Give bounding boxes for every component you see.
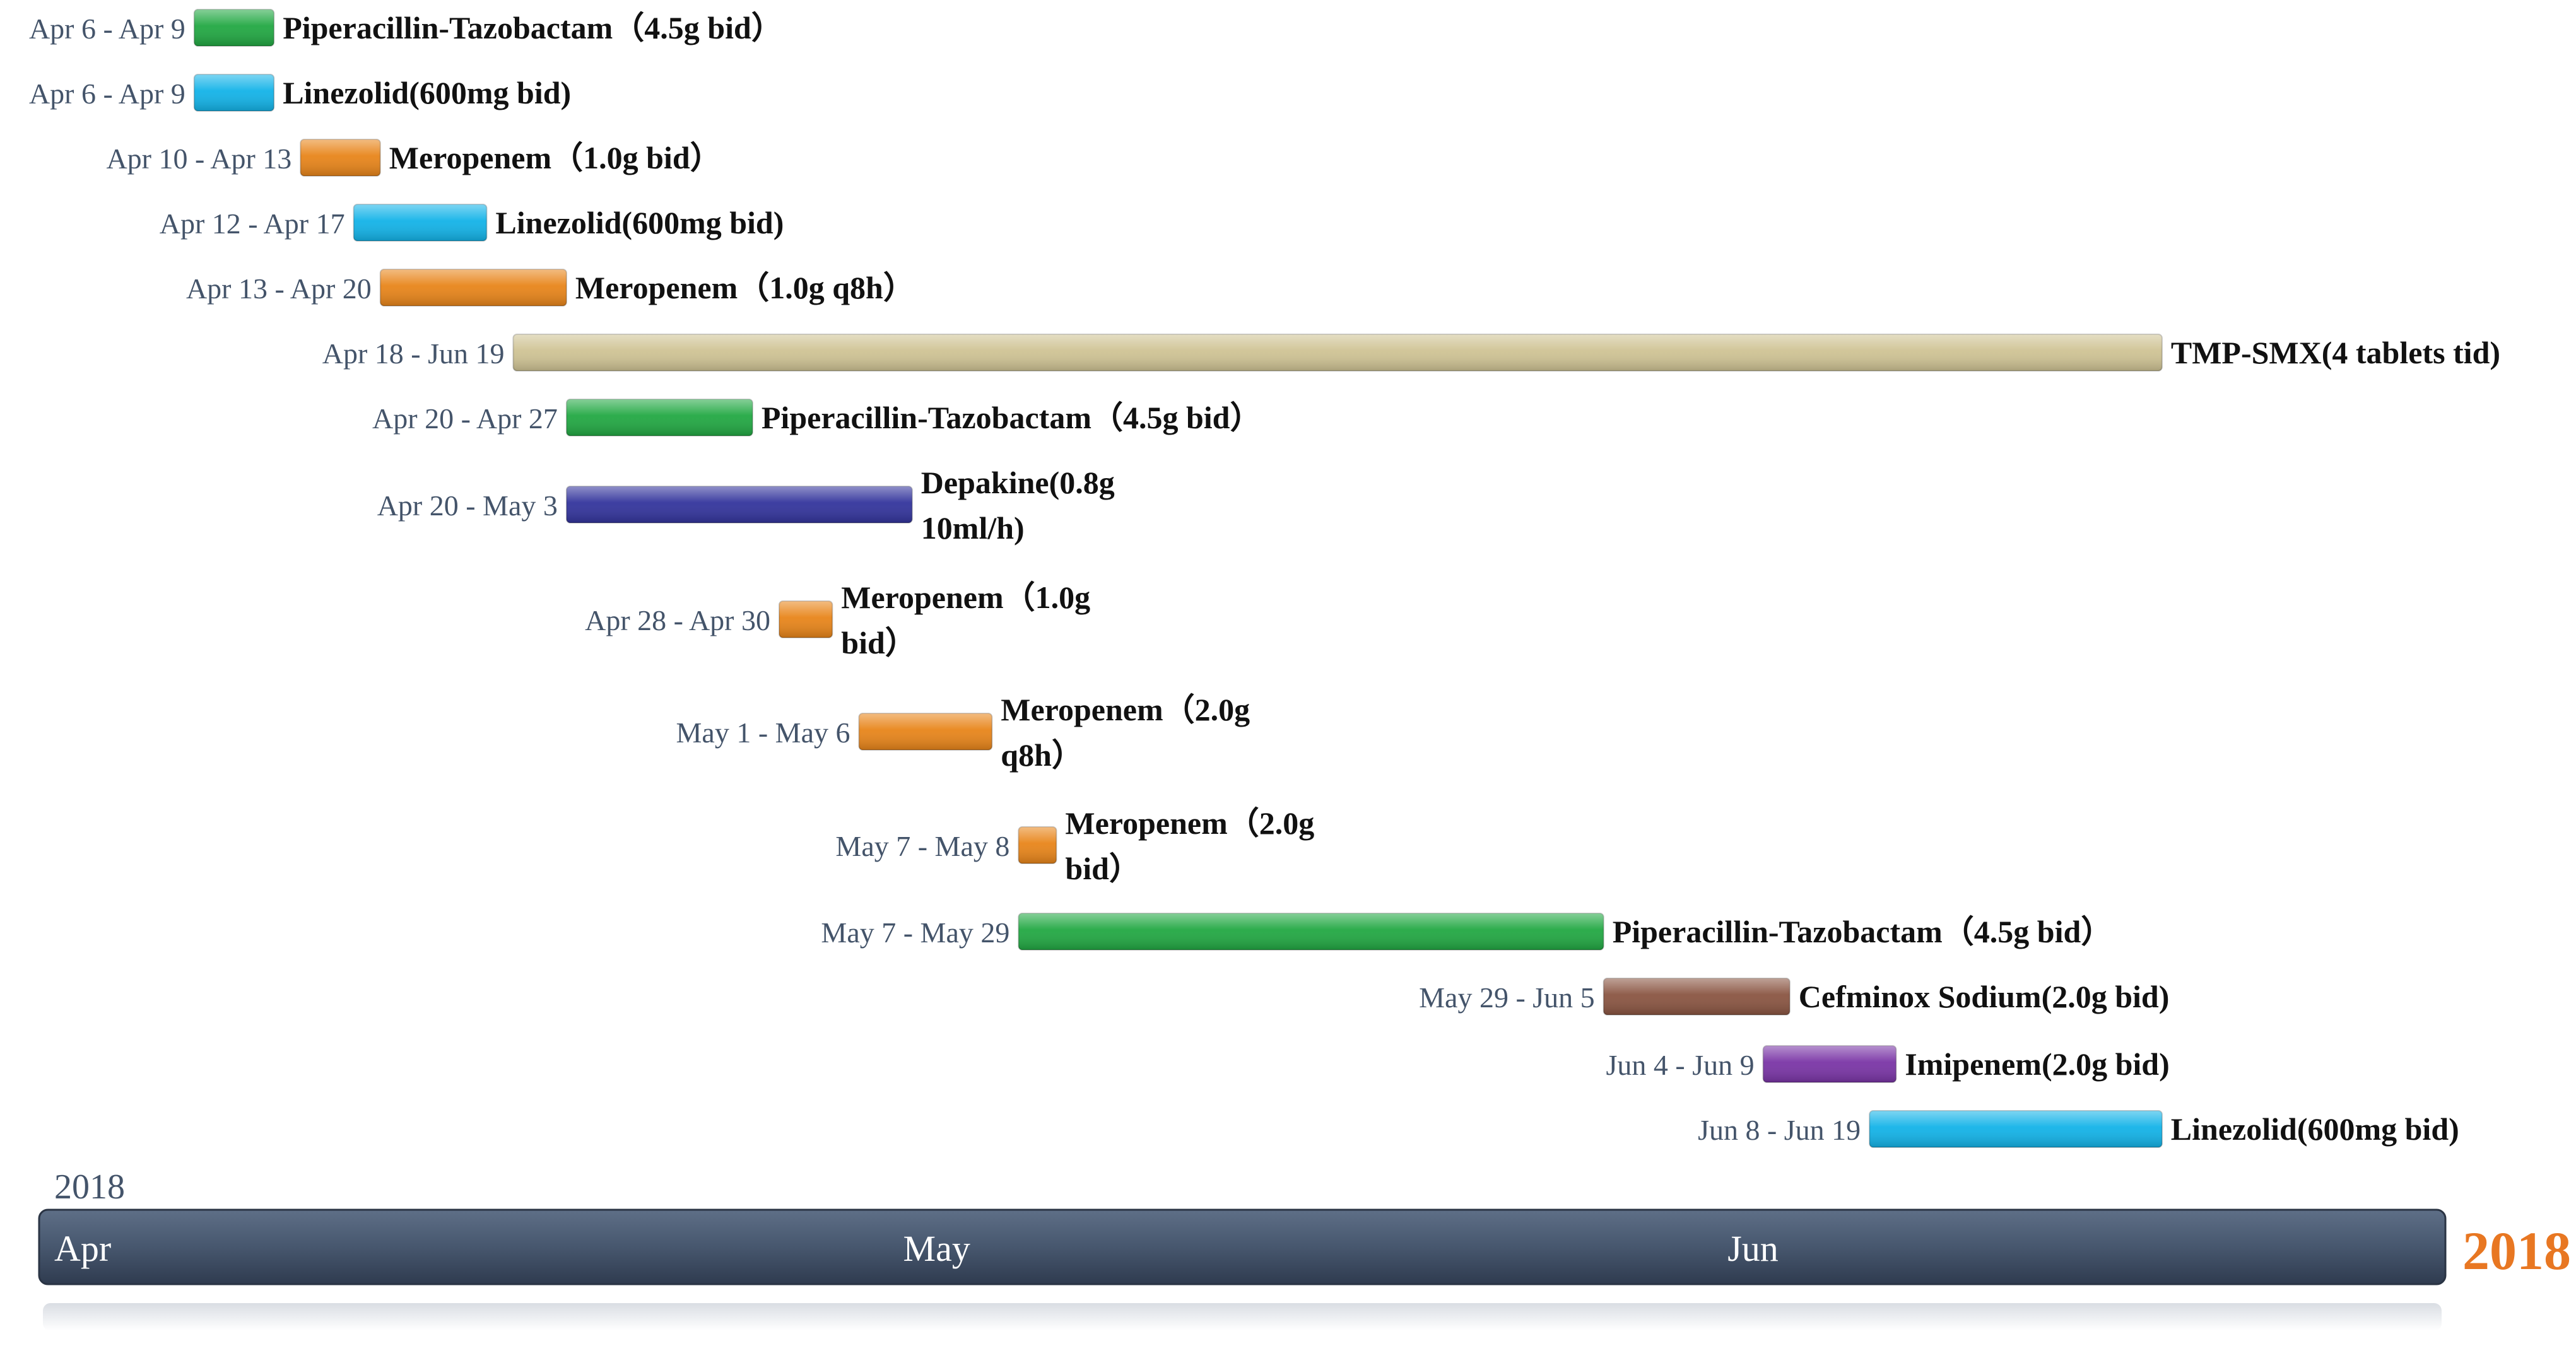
timeline-axis-reflection: [43, 1303, 2442, 1331]
task-date-label: Apr 6 - Apr 9: [29, 78, 185, 110]
task-drug-label: TMP-SMX(4 tablets tid): [2171, 335, 2500, 370]
task-drug-label: Piperacillin-Tazobactam（4.5g bid）: [762, 400, 1262, 435]
task-date-label: Apr 20 - May 3: [377, 489, 558, 522]
task-bar-shine: [566, 399, 753, 436]
task-drug-label: Linezolid(600mg bid): [283, 75, 571, 110]
task-date-label: Apr 12 - Apr 17: [160, 208, 345, 240]
task-row: Apr 6 - Apr 9 Linezolid(600mg bid): [29, 74, 571, 112]
task-bars: Apr 6 - Apr 9 Piperacillin-Tazobactam（4.5…: [29, 9, 2500, 1148]
task-date-label: Apr 10 - Apr 13: [106, 143, 291, 175]
task-row: May 29 - Jun 5 Cefminox Sodium(2.0g bid): [1419, 978, 2169, 1015]
task-drug-label: Linezolid(600mg bid): [495, 205, 784, 240]
task-row: Apr 10 - Apr 13 Meropenem（1.0g bid）: [106, 139, 722, 177]
task-bar-shine: [194, 74, 274, 111]
axis-month-label: Jun: [1727, 1228, 1779, 1269]
task-date-label: May 29 - Jun 5: [1419, 981, 1595, 1014]
axis-month-labels: Apr May Jun: [54, 1228, 1779, 1269]
task-drug-label: Meropenem（1.0g q8h）: [575, 270, 915, 305]
task-row: Apr 20 - May 3 Depakine(0.8g 10ml/h): [377, 465, 1115, 546]
task-bar-shine: [1018, 913, 1604, 950]
task-drug-label: Linezolid(600mg bid): [2171, 1111, 2459, 1147]
task-bar-shine: [1763, 1046, 1897, 1082]
task-row: Apr 28 - Apr 30 Meropenem（1.0g bid）: [585, 580, 1090, 660]
task-drug-label: Depakine(0.8g 10ml/h): [921, 465, 1115, 546]
task-date-label: Jun 4 - Jun 9: [1606, 1049, 1754, 1081]
task-date-label: May 7 - May 8: [835, 830, 1009, 862]
year-label-right: 2018: [2462, 1220, 2571, 1281]
task-row: Jun 8 - Jun 19 Linezolid(600mg bid): [1698, 1110, 2459, 1148]
task-bar-shine: [300, 139, 380, 176]
task-row: Jun 4 - Jun 9 Imipenem(2.0g bid): [1606, 1045, 2170, 1083]
task-row: Apr 18 - Jun 19 TMP-SMX(4 tablets tid): [322, 334, 2500, 372]
axis-month-label: Apr: [54, 1228, 111, 1269]
task-bar-shine: [859, 713, 992, 750]
task-date-label: Apr 20 - Apr 27: [372, 402, 558, 435]
task-row: Apr 20 - Apr 27 Piperacillin-Tazobactam（4…: [372, 399, 1262, 436]
task-drug-label: Cefminox Sodium(2.0g bid): [1799, 979, 2170, 1014]
task-bar-shine: [1018, 827, 1057, 863]
task-row: May 1 - May 6 Meropenem（2.0g q8h）: [676, 692, 1250, 773]
task-date-label: Apr 6 - Apr 9: [29, 13, 185, 45]
task-bar-shine: [1869, 1111, 2162, 1147]
task-date-label: Apr 13 - Apr 20: [186, 272, 372, 305]
task-drug-label: Imipenem(2.0g bid): [1905, 1046, 2169, 1082]
task-date-label: May 7 - May 29: [821, 916, 1009, 949]
task-bar-shine: [1603, 978, 1790, 1015]
task-date-label: Jun 8 - Jun 19: [1698, 1114, 1861, 1146]
task-row: Apr 12 - Apr 17 Linezolid(600mg bid): [160, 204, 784, 242]
task-drug-label: Piperacillin-Tazobactam（4.5g bid）: [1613, 914, 2113, 949]
task-bar-shine: [779, 601, 833, 638]
task-bar-shine: [353, 204, 487, 241]
task-row: May 7 - May 29 Piperacillin-Tazobactam（4.…: [821, 913, 2113, 951]
task-row: May 7 - May 8 Meropenem（2.0g bid）: [835, 805, 1314, 886]
task-drug-label: Meropenem（2.0g bid）: [1065, 805, 1314, 886]
task-date-label: Apr 28 - Apr 30: [585, 604, 770, 636]
task-drug-label: Meropenem（1.0g bid）: [389, 140, 722, 175]
task-bar-shine: [513, 334, 2162, 371]
task-bar-shine: [380, 269, 567, 306]
task-drug-label: Piperacillin-Tazobactam（4.5g bid）: [283, 10, 783, 45]
task-row: Apr 13 - Apr 20 Meropenem（1.0g q8h）: [186, 269, 915, 307]
task-date-label: May 1 - May 6: [676, 717, 850, 749]
task-date-label: Apr 18 - Jun 19: [322, 337, 505, 370]
task-row: Apr 6 - Apr 9 Piperacillin-Tazobactam（4.5…: [29, 9, 783, 47]
task-bar-shine: [194, 9, 274, 46]
axis-month-label: May: [903, 1228, 970, 1269]
task-bar-shine: [566, 486, 912, 523]
timeline-axis-bar: [38, 1208, 2447, 1285]
task-drug-label: Meropenem（1.0g bid）: [841, 580, 1090, 660]
axis-year-label: 2018: [54, 1168, 125, 1207]
task-drug-label: Meropenem（2.0g q8h）: [1001, 692, 1250, 773]
